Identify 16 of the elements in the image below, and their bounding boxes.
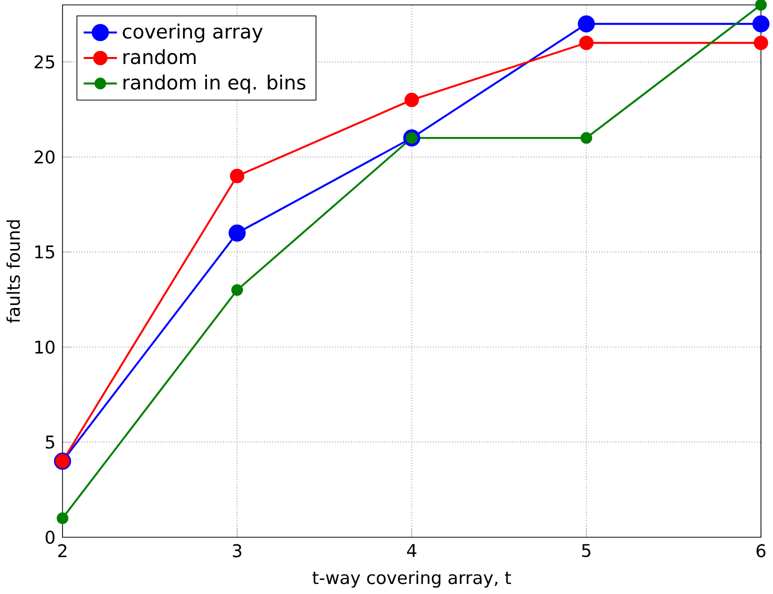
- y-tick-label: 0: [46, 530, 54, 544]
- legend-label: random: [124, 49, 196, 64]
- x-tick-label: 2: [58, 544, 66, 558]
- x-tick-label: 5: [582, 544, 590, 558]
- x-tick-label: 6: [756, 544, 766, 558]
- y-tick-label: 15: [35, 245, 54, 258]
- legend-label: random in eq. bins: [124, 74, 306, 94]
- x-tick-label: 3: [232, 544, 242, 558]
- y-tick-label: 10: [35, 340, 54, 354]
- y-axis-title: faults found: [6, 220, 20, 323]
- y-tick-label: 5: [46, 436, 54, 449]
- x-tick-label: 4: [407, 544, 416, 557]
- y-tick-label: 20: [34, 150, 54, 164]
- y-tick-label: 25: [34, 55, 54, 68]
- x-axis-title: t-way covering array, t: [312, 570, 512, 588]
- legend-label: covering array: [122, 24, 263, 42]
